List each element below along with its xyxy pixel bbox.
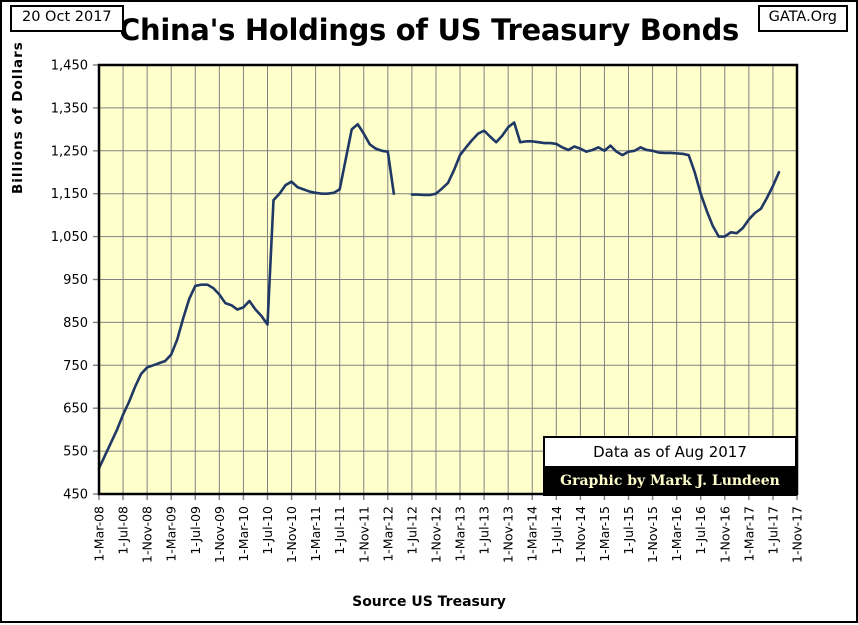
data-as-of-box: Data as of Aug 2017	[543, 436, 797, 468]
svg-text:1-Nov-11: 1-Nov-11	[356, 506, 371, 563]
svg-text:1,350: 1,350	[51, 101, 88, 116]
svg-text:1,450: 1,450	[51, 59, 88, 74]
svg-text:1-Nov-15: 1-Nov-15	[645, 506, 660, 563]
svg-text:1-Mar-12: 1-Mar-12	[380, 506, 395, 562]
svg-text:1-Mar-10: 1-Mar-10	[236, 506, 251, 562]
svg-text:650: 650	[63, 402, 88, 417]
svg-text:1-Nov-08: 1-Nov-08	[140, 506, 155, 563]
svg-text:850: 850	[63, 316, 88, 331]
svg-text:1,050: 1,050	[51, 230, 88, 245]
date-stamp-label: 20 Oct 2017	[22, 9, 112, 25]
svg-text:1-Jul-11: 1-Jul-11	[332, 506, 347, 555]
svg-text:1-Jul-16: 1-Jul-16	[693, 506, 708, 555]
svg-text:1-Mar-09: 1-Mar-09	[164, 506, 179, 562]
svg-text:1-Nov-17: 1-Nov-17	[790, 506, 805, 563]
brand-label: GATA.Org	[768, 9, 837, 25]
x-axis-tick-labels: 1-Mar-08 1-Jul-08 1-Nov-08 1-Mar-09 1-Jul-09…	[92, 506, 805, 563]
date-stamp-box: 20 Oct 2017	[10, 5, 124, 32]
svg-text:950: 950	[63, 273, 88, 288]
vertical-gridlines	[122, 65, 774, 494]
y-axis-tick-labels: 450 550 650 750 850 950 1,050 1,150 1,250 1,350 1,…	[51, 59, 88, 503]
svg-text:1-Nov-16: 1-Nov-16	[717, 506, 732, 563]
svg-text:1,150: 1,150	[51, 187, 88, 202]
credit-label: Graphic by Mark J. Lundeen	[560, 473, 780, 489]
svg-text:1-Mar-16: 1-Mar-16	[669, 506, 684, 562]
svg-text:1-Mar-17: 1-Mar-17	[741, 506, 756, 562]
svg-text:450: 450	[63, 488, 88, 503]
data-series-line	[97, 121, 781, 470]
svg-text:1-Jul-13: 1-Jul-13	[477, 506, 492, 555]
svg-text:1-Jul-10: 1-Jul-10	[260, 506, 275, 555]
svg-text:750: 750	[63, 359, 88, 374]
svg-text:1-Nov-09: 1-Nov-09	[212, 506, 227, 563]
page-title: China's Holdings of US Treasury Bonds	[118, 13, 740, 47]
svg-text:1-Mar-08: 1-Mar-08	[92, 506, 107, 562]
y-axis-title: Billions of Dollars	[10, 41, 26, 194]
svg-text:1-Nov-14: 1-Nov-14	[573, 506, 588, 563]
svg-text:1-Jul-15: 1-Jul-15	[621, 506, 636, 555]
svg-text:1-Jul-14: 1-Jul-14	[549, 506, 564, 555]
horizontal-gridlines	[99, 107, 797, 452]
svg-text:1-Mar-15: 1-Mar-15	[597, 506, 612, 562]
data-as-of-label: Data as of Aug 2017	[593, 443, 747, 461]
svg-text:1-Jul-17: 1-Jul-17	[765, 506, 780, 555]
svg-text:1-Nov-10: 1-Nov-10	[284, 506, 299, 563]
svg-text:1-Jul-12: 1-Jul-12	[404, 506, 419, 555]
svg-text:1-Nov-13: 1-Nov-13	[501, 506, 516, 563]
svg-text:1,250: 1,250	[51, 144, 88, 159]
credit-box: Graphic by Mark J. Lundeen	[543, 468, 797, 496]
svg-text:1-Nov-12: 1-Nov-12	[428, 506, 443, 563]
plot-border	[97, 63, 799, 496]
svg-text:1-Jul-09: 1-Jul-09	[188, 506, 203, 555]
brand-box: GATA.Org	[757, 5, 848, 32]
svg-text:1-Mar-11: 1-Mar-11	[308, 506, 323, 562]
x-axis-title: Source US Treasury	[352, 594, 506, 610]
svg-text:550: 550	[63, 445, 88, 460]
svg-text:1-Mar-14: 1-Mar-14	[525, 506, 540, 562]
svg-text:1-Jul-08: 1-Jul-08	[116, 506, 131, 555]
svg-text:1-Mar-13: 1-Mar-13	[453, 506, 468, 562]
